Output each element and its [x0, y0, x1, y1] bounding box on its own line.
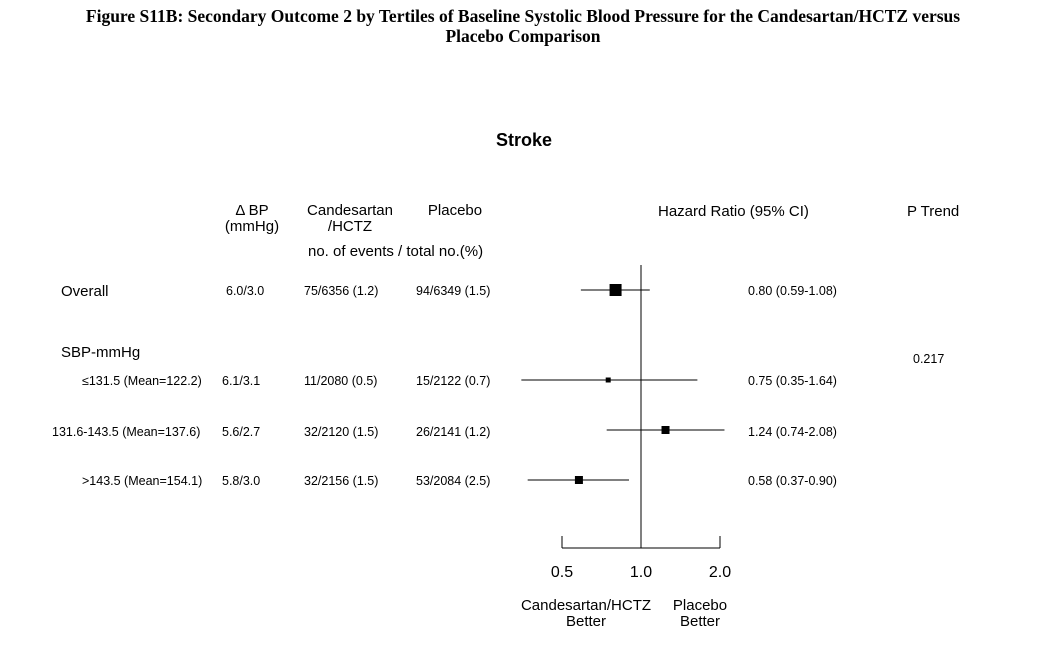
- row-label-overall: Overall: [61, 283, 109, 300]
- row-bp-tertile-3: 5.8/3.0: [222, 474, 261, 488]
- header-treatment-line-1: Candesartan: [307, 202, 393, 219]
- header-placebo: Placebo: [427, 202, 483, 219]
- header-p-trend: P Trend: [907, 203, 960, 220]
- figure-title-line-2: Placebo Comparison: [445, 26, 601, 46]
- row-placebo-overall: 94/6349 (1.5): [416, 284, 491, 298]
- panel-title: Stroke: [496, 130, 553, 150]
- row-label-tertile-2: 131.6-143.5 (Mean=137.6): [52, 425, 201, 439]
- row-placebo-tertile-1: 15/2122 (0.7): [416, 374, 491, 388]
- x-tick-label-1: 1.0: [630, 564, 652, 581]
- row-bp-tertile-1: 6.1/3.1: [222, 374, 261, 388]
- row-label-tertile-3: >143.5 (Mean=154.1): [82, 474, 203, 488]
- row-label-tertile-1: ≤131.5 (Mean=122.2): [82, 374, 202, 388]
- header-delta-bp: Δ BP (mmHg): [214, 203, 290, 235]
- group-label-sbp: SBP-mmHg: [61, 344, 141, 361]
- favors-right-label: Placebo Better: [662, 598, 738, 630]
- row-hr-tertile-3: 0.58 (0.37-0.90): [748, 474, 837, 488]
- row-bp-tertile-2: 5.6/2.7: [222, 425, 261, 439]
- row-placebo-tertile-3: 53/2084 (2.5): [416, 474, 491, 488]
- favors-left-line-1: Candesartan/HCTZ: [520, 597, 652, 614]
- row-treatment-tertile-1: 11/2080 (0.5): [304, 374, 378, 388]
- row-hr-tertile-1: 0.75 (0.35-1.64): [748, 374, 837, 388]
- header-delta-bp-line-2: (mmHg): [224, 218, 280, 235]
- x-tick-label-2: 2.0: [709, 564, 731, 581]
- header-delta-bp-line-1: Δ BP: [235, 202, 269, 219]
- figure-title: Figure S11B: Secondary Outcome 2 by Tert…: [0, 6, 1046, 46]
- row-bp-overall: 6.0/3.0: [226, 284, 265, 298]
- header-treatment: Candesartan /HCTZ: [294, 203, 406, 235]
- row-hr-tertile-2: 1.24 (0.74-2.08): [748, 425, 837, 439]
- hr-marker-1: [605, 377, 611, 383]
- favors-left-label: Candesartan/HCTZ Better: [506, 598, 666, 630]
- x-tick-label-0: 0.5: [551, 564, 573, 581]
- header-hazard-ratio: Hazard Ratio (95% CI): [658, 203, 809, 220]
- p-trend-value: 0.217: [913, 352, 945, 366]
- row-placebo-tertile-2: 26/2141 (1.2): [416, 425, 491, 439]
- favors-left-line-2: Better: [565, 613, 607, 630]
- favors-right-line-2: Better: [679, 613, 721, 630]
- favors-right-line-1: Placebo: [672, 597, 728, 614]
- header-treatment-line-2: /HCTZ: [327, 218, 373, 235]
- hr-marker-0: [609, 284, 622, 296]
- hr-marker-3: [574, 476, 583, 484]
- row-treatment-overall: 75/6356 (1.2): [304, 284, 379, 298]
- row-treatment-tertile-2: 32/2120 (1.5): [304, 425, 379, 439]
- header-subheader: no. of events / total no.(%): [308, 243, 484, 260]
- figure-title-line-1: Figure S11B: Secondary Outcome 2 by Tert…: [85, 6, 961, 26]
- row-treatment-tertile-3: 32/2156 (1.5): [304, 474, 379, 488]
- row-hr-overall: 0.80 (0.59-1.08): [748, 284, 837, 298]
- hr-marker-2: [661, 426, 670, 434]
